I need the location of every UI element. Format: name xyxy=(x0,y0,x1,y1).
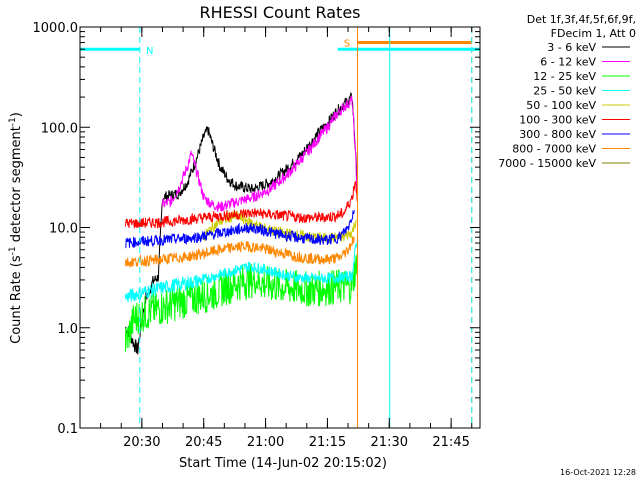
x-axis-label: Start Time (14-Jun-02 20:15:02) xyxy=(179,456,387,471)
y-label-part: Count Rate (s xyxy=(9,255,24,344)
legend-label: 300 - 800 keV xyxy=(519,128,596,141)
series-line xyxy=(162,95,358,213)
legend-label: 100 - 300 keV xyxy=(519,114,596,127)
y-tick-label: 1.0 xyxy=(57,322,78,337)
legend-header-line: Det 1f,3f,4f,5f,6f,9f, xyxy=(527,13,636,26)
x-tick-label: 20:30 xyxy=(123,435,160,450)
annotation-label: N xyxy=(146,46,153,57)
y-tick-label: 100.0 xyxy=(41,121,78,136)
legend-label: 3 - 6 keV xyxy=(547,41,596,54)
x-tick-label: 21:00 xyxy=(247,435,284,450)
x-axis: 20:30 20:45 21:00 21:15 21:30 21:45 xyxy=(79,27,473,450)
y-label-sup: -1 xyxy=(8,246,18,255)
legend: Det 1f,3f,4f,5f,6f,9f, FDecim 1, Att 0 3… xyxy=(498,13,636,170)
y-label-part: ) xyxy=(9,112,24,117)
y-axis-label: Count Rate (s-1 detector segment-1) xyxy=(8,112,24,344)
annotations: NS xyxy=(146,39,350,57)
series-line xyxy=(125,92,358,355)
y-tick-label: 10.0 xyxy=(49,222,78,237)
annotation-label: S xyxy=(344,39,350,50)
legend-label: 6 - 12 keV xyxy=(540,56,596,69)
legend-label: 800 - 7000 keV xyxy=(512,143,596,156)
y-label-part: detector segment xyxy=(9,126,24,246)
legend-label: 7000 - 15000 keV xyxy=(498,157,596,170)
attenuator-step-lines xyxy=(80,41,480,51)
y-tick-label: 0.1 xyxy=(57,422,78,437)
series-line xyxy=(125,209,355,249)
legend-label: 50 - 100 keV xyxy=(526,99,596,112)
timestamp: 16-Oct-2021 12:28 xyxy=(560,468,636,477)
legend-label: 25 - 50 keV xyxy=(533,85,596,98)
y-label-sup: -1 xyxy=(8,117,18,126)
chart-title: RHESSI Count Rates xyxy=(200,3,361,22)
legend-label: 12 - 25 keV xyxy=(533,70,596,83)
series-line xyxy=(124,236,355,268)
x-tick-label: 21:45 xyxy=(432,435,469,450)
series-line xyxy=(124,253,358,352)
series-line xyxy=(124,181,358,229)
x-tick-label: 21:30 xyxy=(371,435,408,450)
x-tick-label: 20:45 xyxy=(185,435,222,450)
y-tick-label: 1000.0 xyxy=(33,21,79,36)
series-traces xyxy=(124,92,358,355)
x-tick-label: 21:15 xyxy=(309,435,346,450)
legend-header-line: FDecim 1, Att 0 xyxy=(551,27,636,40)
series-line xyxy=(124,237,358,303)
y-axis: 0.1 1.0 10.0 100.0 1000.0 xyxy=(33,21,480,437)
